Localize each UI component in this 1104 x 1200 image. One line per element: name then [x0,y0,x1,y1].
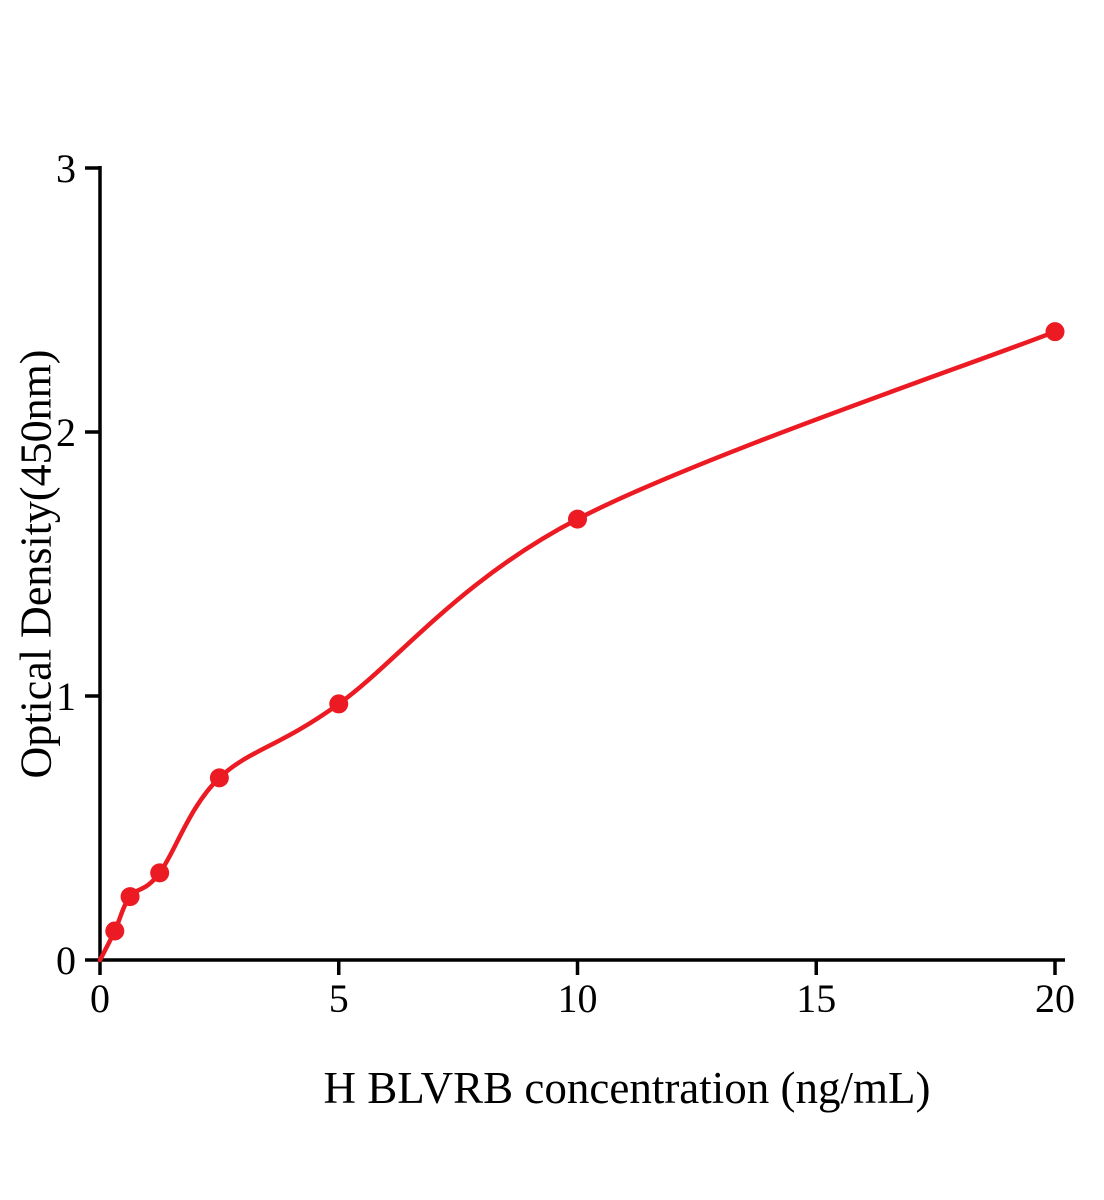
data-point [329,694,349,714]
x-tick-label: 10 [558,976,598,1021]
data-point [568,509,587,529]
data-point [150,863,170,883]
data-point [105,921,125,941]
x-tick-label: 20 [1035,976,1075,1021]
x-tick-label: 15 [796,976,836,1021]
x-tick-label: 0 [90,976,110,1021]
fit-curve [97,329,1058,963]
data-point [120,887,140,907]
y-tick-label: 2 [56,410,76,455]
x-axis-title: H BLVRB concentration (ng/mL) [323,1063,931,1113]
data-point [209,768,229,788]
x-tick-label: 5 [329,976,349,1021]
y-tick-label: 1 [56,674,76,719]
data-point [1045,322,1065,342]
y-tick-label: 0 [56,938,76,983]
y-tick-label: 3 [56,146,76,191]
y-axis-title: Optical Density(450nm) [11,349,61,779]
